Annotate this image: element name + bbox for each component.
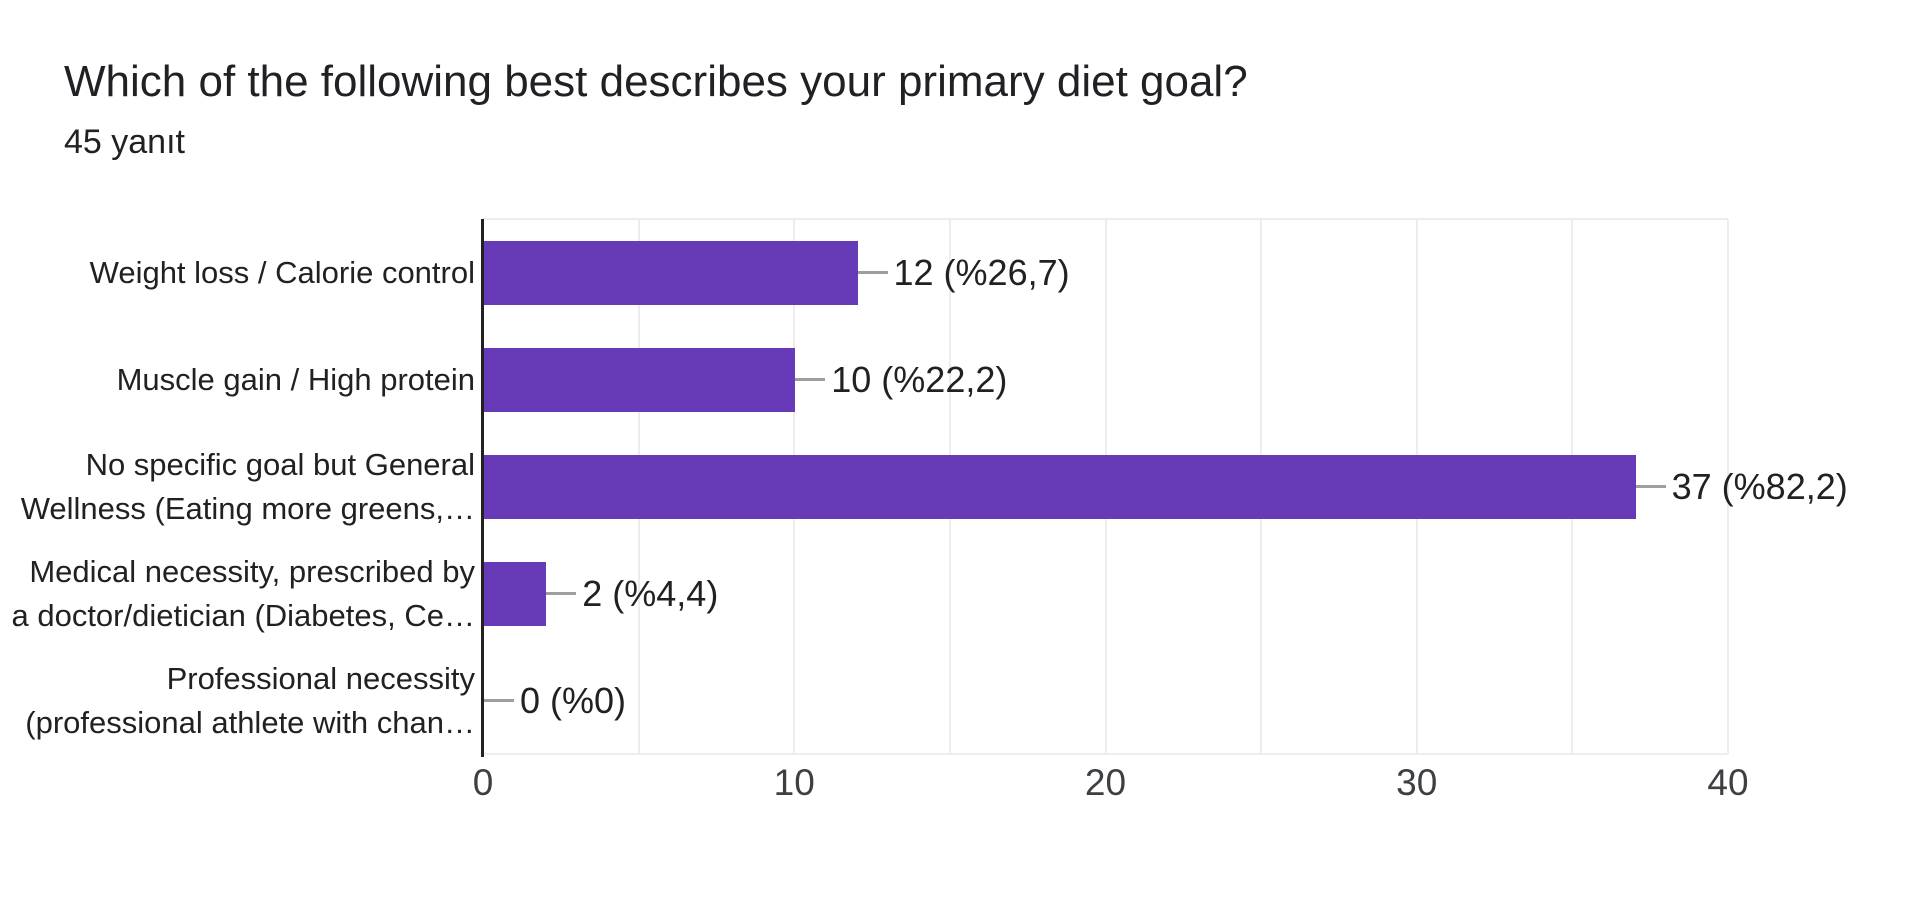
gridline (1727, 219, 1729, 754)
bar[interactable] (484, 347, 796, 412)
category-label-line: a doctor/dietician (Diabetes, Ce… (11, 597, 475, 633)
response-count: 45 yanıt (64, 123, 185, 161)
category-label-line: Medical necessity, prescribed by (29, 553, 475, 589)
value-connector-line (1635, 485, 1666, 488)
value-label: 37 (%82,2) (1671, 465, 1848, 507)
value-label: 2 (%4,4) (582, 572, 719, 614)
x-axis-tick-label: 30 (1396, 762, 1438, 803)
category-label-line: No specific goal but General (85, 446, 475, 482)
x-axis-tick-label: 40 (1707, 762, 1749, 803)
x-axis-tick-label: 10 (773, 762, 815, 803)
category-label-line: Wellness (Eating more greens,… (20, 490, 475, 526)
category-label-line: Muscle gain / High protein (116, 361, 475, 397)
value-label: 12 (%26,7) (893, 251, 1070, 293)
bar[interactable] (484, 561, 547, 626)
x-axis-baseline (483, 753, 1728, 755)
value-connector-line (795, 378, 826, 381)
y-axis-line (481, 219, 484, 757)
value-label: 10 (%22,2) (831, 358, 1008, 400)
bar[interactable] (484, 240, 858, 305)
plot-border-top (483, 218, 1728, 220)
bar[interactable] (484, 454, 1636, 519)
category-label: Weight loss / Calorie control (90, 251, 475, 295)
category-label-line: Professional necessity (166, 660, 475, 696)
category-label: No specific goal but General Wellness (Ea… (21, 443, 475, 531)
category-label: Muscle gain / High protein (117, 358, 475, 402)
chart-title: Which of the following best describes yo… (64, 57, 1248, 106)
category-label: Professional necessity (professional athl… (25, 657, 475, 745)
category-label: Medical necessity, prescribed by a doctor… (11, 550, 475, 638)
category-label-line: Weight loss / Calorie control (89, 254, 475, 290)
value-connector-line (484, 699, 514, 702)
value-label: 0 (%0) (520, 679, 627, 721)
value-connector-line (857, 271, 888, 274)
x-axis-tick-label: 0 (472, 762, 494, 803)
x-axis-tick-label: 20 (1084, 762, 1127, 803)
value-connector-line (546, 592, 577, 595)
category-label-line: (professional athlete with chan… (25, 704, 475, 740)
